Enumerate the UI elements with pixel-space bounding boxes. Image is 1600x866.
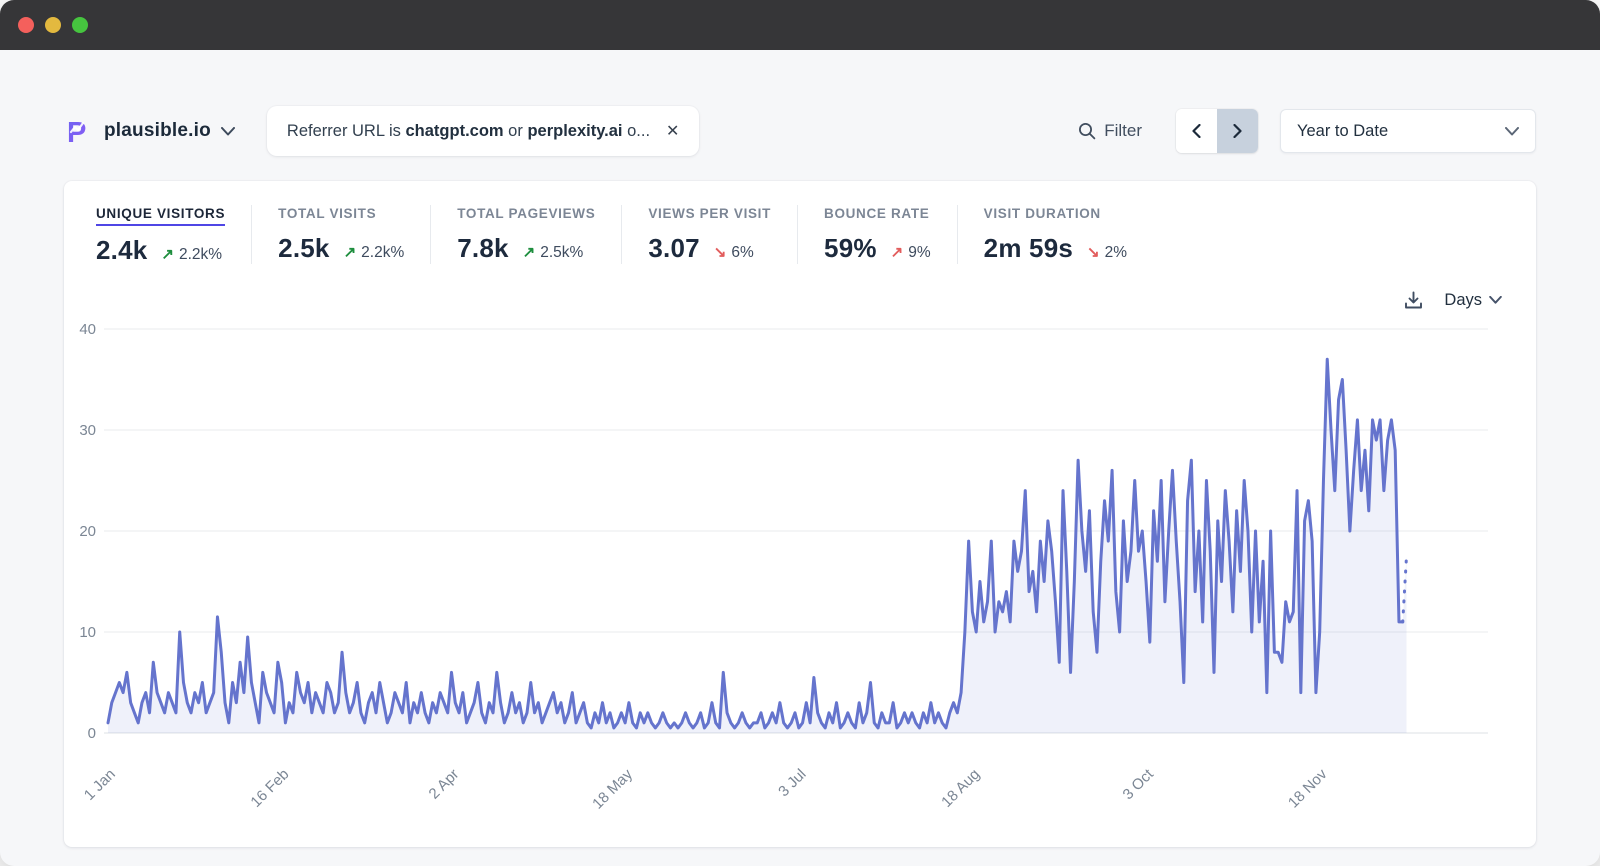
- search-icon: [1079, 123, 1096, 140]
- dashboard-topbar: P plausible.io Referrer URL is chatgpt.c…: [64, 105, 1536, 157]
- stat-label: BOUNCE RATE: [824, 206, 930, 221]
- trend-arrow-icon: ↘: [713, 244, 727, 261]
- stat-change: ↗ 2.5k%: [522, 244, 584, 261]
- date-range-select[interactable]: Year to Date: [1280, 109, 1536, 153]
- stat-label: TOTAL PAGEVIEWS: [457, 206, 596, 221]
- plausible-logo-icon: P: [67, 117, 86, 146]
- svg-text:1 Jan: 1 Jan: [81, 766, 119, 804]
- trend-arrow-icon: ↗: [890, 244, 904, 261]
- minimize-window-button[interactable]: [45, 17, 61, 33]
- chart-canvas[interactable]: 0 10 20 30 40 1 Jan 16 Feb 2 Apr 18 May 3 Jul 18 A…: [64, 316, 1536, 831]
- site-name: plausible.io: [104, 120, 211, 141]
- stat-total-pageviews[interactable]: TOTAL PAGEVIEWS 7.8k ↗ 2.5k%: [430, 205, 621, 264]
- svg-text:10: 10: [79, 624, 96, 641]
- export-download-button[interactable]: [1403, 290, 1424, 311]
- chart-controls: Days: [64, 280, 1502, 320]
- site-picker[interactable]: P plausible.io: [64, 116, 235, 146]
- chevron-left-icon: [1192, 124, 1201, 138]
- filter-button[interactable]: Filter: [1078, 121, 1142, 141]
- visitors-line-chart: 0 10 20 30 40 1 Jan 16 Feb 2 Apr 18 May 3 Jul 18 A…: [64, 316, 1536, 831]
- chevron-down-icon: [220, 126, 235, 135]
- trend-arrow-icon: ↗: [161, 246, 174, 263]
- interval-select[interactable]: Days: [1444, 291, 1502, 310]
- filter-chip-text: Referrer URL is chatgpt.com or perplexit…: [286, 121, 651, 140]
- date-range-label: Year to Date: [1297, 121, 1389, 140]
- stat-change: ↗ 2.2k%: [343, 244, 405, 261]
- stat-value: 7.8k: [457, 233, 509, 263]
- stat-unique-visitors[interactable]: UNIQUE VISITORS 2.4k ↗ 2.2k%: [96, 205, 251, 266]
- stat-label: VIEWS PER VISIT: [648, 206, 772, 221]
- stat-label: TOTAL VISITS: [278, 206, 377, 221]
- stat-total-visits[interactable]: TOTAL VISITS 2.5k ↗ 2.2k%: [251, 205, 430, 264]
- window-titlebar: [0, 0, 1600, 50]
- chevron-down-icon: [1489, 296, 1502, 304]
- top-stats-row: UNIQUE VISITORS 2.4k ↗ 2.2k% TOTAL VISITS…: [64, 181, 1536, 266]
- stat-change: ↘ 6%: [713, 244, 754, 261]
- date-pager: [1176, 109, 1258, 153]
- previous-period-button[interactable]: [1176, 109, 1217, 153]
- svg-text:3 Jul: 3 Jul: [775, 766, 809, 800]
- next-period-button[interactable]: [1217, 109, 1258, 153]
- svg-text:2 Apr: 2 Apr: [426, 766, 463, 803]
- analytics-card: UNIQUE VISITORS 2.4k ↗ 2.2k% TOTAL VISITS…: [64, 181, 1536, 847]
- remove-filter-icon[interactable]: ✕: [666, 123, 680, 140]
- stat-value: 59%: [824, 233, 877, 263]
- stat-label: VISIT DURATION: [983, 206, 1101, 221]
- svg-text:20: 20: [79, 523, 96, 540]
- active-filter-chip[interactable]: Referrer URL is chatgpt.com or perplexit…: [266, 106, 700, 156]
- trend-arrow-icon: ↗: [522, 244, 536, 261]
- download-icon: [1405, 291, 1423, 308]
- svg-text:16 Feb: 16 Feb: [247, 766, 292, 811]
- svg-text:P: P: [67, 117, 86, 146]
- stat-views-per-visit[interactable]: VIEWS PER VISIT 3.07 ↘ 6%: [621, 205, 797, 264]
- svg-text:18 Nov: 18 Nov: [1285, 765, 1331, 811]
- stat-change: ↘ 2%: [1087, 244, 1128, 261]
- stat-label: UNIQUE VISITORS: [96, 206, 226, 226]
- stat-visit-duration[interactable]: VISIT DURATION 2m 59s ↘ 2%: [956, 205, 1153, 264]
- svg-text:18 May: 18 May: [589, 765, 636, 812]
- svg-text:30: 30: [79, 422, 96, 439]
- chevron-right-icon: [1233, 124, 1242, 138]
- stat-value: 3.07: [648, 233, 700, 263]
- trend-arrow-icon: ↗: [343, 244, 357, 261]
- chevron-down-icon: [1505, 126, 1519, 135]
- stat-value: 2m 59s: [983, 233, 1074, 263]
- svg-text:40: 40: [79, 321, 96, 338]
- svg-text:18 Aug: 18 Aug: [938, 766, 983, 811]
- stat-value: 2.4k: [96, 235, 148, 265]
- filter-button-label: Filter: [1104, 121, 1142, 140]
- svg-text:3 Oct: 3 Oct: [1120, 765, 1158, 803]
- close-window-button[interactable]: [18, 17, 34, 33]
- svg-text:0: 0: [88, 725, 96, 742]
- trend-arrow-icon: ↘: [1087, 244, 1100, 261]
- stat-value: 2.5k: [278, 233, 330, 263]
- stat-change: ↗ 9%: [890, 244, 931, 261]
- interval-label: Days: [1444, 290, 1482, 309]
- zoom-window-button[interactable]: [72, 17, 88, 33]
- stat-bounce-rate[interactable]: BOUNCE RATE 59% ↗ 9%: [797, 205, 957, 264]
- stat-change: ↗ 2.2k%: [161, 246, 223, 263]
